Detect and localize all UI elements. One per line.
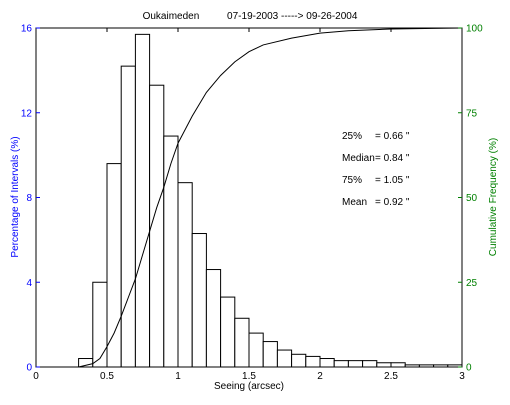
histogram-bar bbox=[433, 364, 449, 368]
y2-tick-label: 75 bbox=[466, 108, 478, 119]
y-tick-label: 4 bbox=[26, 278, 32, 289]
x-tick-label: 0 bbox=[33, 371, 39, 382]
annotation-value: = 0.84 " bbox=[375, 153, 410, 164]
histogram-bar bbox=[120, 65, 136, 368]
histogram-bar bbox=[191, 233, 207, 368]
histogram-bar bbox=[347, 360, 364, 368]
y-tick-label: 8 bbox=[26, 193, 32, 204]
histogram-bar bbox=[262, 341, 278, 368]
y-tick-label: 16 bbox=[21, 24, 33, 35]
x-tick-label: 1 bbox=[175, 371, 181, 382]
histogram-bar bbox=[177, 182, 193, 368]
histogram-bar bbox=[163, 135, 179, 368]
y-tick-label: 12 bbox=[21, 108, 33, 119]
annotation-label: 25% bbox=[342, 131, 362, 142]
y2-tick-label: 50 bbox=[466, 193, 478, 204]
annotation-label: Median bbox=[342, 153, 375, 164]
x-tick-label: 0.5 bbox=[100, 371, 114, 382]
histogram-bar bbox=[305, 355, 321, 368]
histogram-bar bbox=[248, 332, 264, 368]
histogram-bar bbox=[362, 360, 378, 368]
annotation-label: 75% bbox=[342, 175, 362, 186]
histogram-bar bbox=[220, 296, 236, 368]
histogram-bar bbox=[276, 349, 293, 368]
x-tick-label: 2.5 bbox=[384, 371, 398, 382]
histogram-bar bbox=[134, 33, 151, 368]
cumulative-curve bbox=[78, 27, 463, 368]
histogram-bar bbox=[418, 364, 435, 368]
y2-tick-label: 0 bbox=[466, 363, 472, 374]
annotation-value: = 0.92 " bbox=[375, 197, 410, 208]
histogram-bar bbox=[333, 360, 349, 368]
annotation-value: = 1.05 " bbox=[375, 175, 410, 186]
y2-tick-label: 100 bbox=[466, 24, 483, 35]
histogram-bar bbox=[291, 353, 307, 368]
histogram-bar bbox=[319, 358, 335, 368]
y2-axis-label: Cumulative Frequency (%) bbox=[488, 138, 499, 256]
x-tick-label: 2 bbox=[317, 371, 323, 382]
x-axis-label: Seeing (arcsec) bbox=[214, 381, 284, 392]
x-tick-label: 1.5 bbox=[242, 371, 256, 382]
histogram-bar bbox=[376, 362, 392, 368]
histogram-bar bbox=[92, 281, 108, 368]
histogram-bar bbox=[205, 269, 222, 368]
annotation-value: = 0.66 " bbox=[375, 131, 410, 142]
histogram-bar bbox=[106, 163, 122, 368]
chart-title: Oukaimeden 07-19-2003 -----> 09-26-2004 bbox=[143, 11, 358, 22]
histogram-bar bbox=[234, 317, 250, 368]
annotation-label: Mean bbox=[342, 197, 367, 208]
histogram-bar bbox=[149, 84, 165, 368]
histogram-bar bbox=[404, 364, 420, 368]
y-axis-label: Percentage of Intervals (%) bbox=[10, 136, 21, 257]
histogram-bar bbox=[390, 362, 406, 368]
y-tick-label: 0 bbox=[26, 363, 32, 374]
x-tick-label: 3 bbox=[459, 371, 465, 382]
cumulative-frequency-line bbox=[78, 27, 463, 368]
statistics-annotations: 25% = 0.66 " Median = 0.84 " 75% = 1.05 … bbox=[342, 131, 410, 208]
y2-tick-label: 25 bbox=[466, 278, 478, 289]
histogram-bars bbox=[78, 33, 463, 368]
